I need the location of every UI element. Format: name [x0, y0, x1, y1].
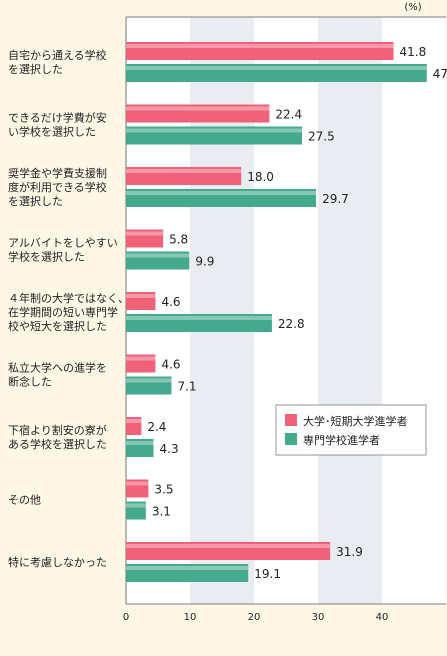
- bar-highlight-university-1: [126, 106, 270, 111]
- bar-university-0: [126, 42, 394, 60]
- value-label-university-0: 41.8: [400, 45, 427, 59]
- category-label-8-0: 特に考慮しなかった: [8, 555, 107, 569]
- bar-highlight-university-3: [126, 231, 164, 236]
- value-label-university-4: 4.6: [161, 295, 180, 309]
- bars: 41.8 47.0 22.4 27.5 18.0 29.7 5.8 9.9 4.6 22.8 4.6…: [126, 42, 447, 582]
- x-tick-label-40: 40: [376, 612, 389, 623]
- bar-university-8: [126, 542, 331, 560]
- value-label-university-1: 22.4: [275, 108, 302, 122]
- category-label-6-1: ある学校を選択した: [8, 437, 107, 451]
- bar-university-7: [126, 479, 149, 498]
- category-label-6-0: 下宿より割安の寮が: [8, 423, 107, 437]
- category-label-5-0: 私立大学への進学を: [8, 361, 107, 375]
- x-tick-label-30: 30: [312, 612, 325, 623]
- bar-vocational-2: [126, 189, 317, 207]
- bar-university-2: [126, 167, 242, 185]
- value-label-university-7: 3.5: [154, 483, 173, 497]
- x-tick-label-20: 20: [248, 612, 261, 623]
- category-labels: 自宅から通える学校を選択したできるだけ学費が安い学校を選択した奨学金や学費支援制…: [8, 48, 129, 569]
- value-label-vocational-0: 47.0: [433, 67, 447, 81]
- legend-box: [275, 404, 427, 456]
- value-label-university-8: 31.9: [336, 545, 363, 559]
- bar-highlight-vocational-2: [126, 191, 317, 195]
- bar-university-3: [126, 229, 164, 248]
- bar-vocational-7: [126, 501, 146, 520]
- bar-vocational-1: [126, 126, 302, 145]
- bar-highlight-vocational-6: [126, 441, 154, 445]
- bar-highlight-university-2: [126, 169, 242, 173]
- category-label-3-0: アルバイトをしやすい: [8, 237, 118, 250]
- bar-highlight-vocational-7: [126, 503, 146, 508]
- bar-highlight-vocational-3: [126, 253, 190, 258]
- bar-university-5: [126, 354, 156, 373]
- legend: 大学･短期大学進学者 専門学校進学者: [275, 404, 427, 456]
- legend-swatch-vocational: [285, 433, 297, 445]
- bar-highlight-university-0: [126, 44, 394, 48]
- value-label-vocational-8: 19.1: [254, 567, 281, 581]
- legend-swatch-university: [285, 414, 297, 426]
- bar-highlight-vocational-4: [126, 316, 272, 320]
- unit-label: (%): [404, 2, 421, 13]
- legend-label-vocational: 専門学校進学者: [303, 433, 380, 447]
- category-label-4-1: 在学期間の短い専門学: [8, 305, 118, 319]
- value-label-university-2: 18.0: [247, 170, 274, 184]
- bar-university-6: [126, 417, 142, 435]
- legend-label-university: 大学･短期大学進学者: [303, 414, 408, 428]
- category-label-0-0: 自宅から通える学校: [8, 48, 107, 62]
- bar-highlight-university-4: [126, 294, 156, 298]
- category-label-1-0: できるだけ学費が安: [8, 111, 107, 125]
- bar-highlight-vocational-5: [126, 378, 172, 383]
- category-label-2-2: を選択した: [8, 194, 63, 208]
- category-label-3-1: 学校を選択した: [8, 250, 85, 264]
- value-label-university-6: 2.4: [147, 420, 166, 434]
- bar-vocational-8: [126, 564, 249, 582]
- grid-band-30-40: [318, 17, 382, 604]
- value-label-university-5: 4.6: [161, 358, 180, 372]
- category-label-4-2: 校や短大を選択した: [8, 319, 107, 333]
- category-label-5-1: 断念した: [8, 375, 52, 389]
- bar-university-4: [126, 292, 156, 310]
- bar-highlight-vocational-8: [126, 566, 249, 570]
- x-axis-ticks: 0 10 20 30 40: [123, 612, 389, 623]
- bar-vocational-5: [126, 376, 172, 395]
- category-label-4-0: ４年制の大学ではなく、: [8, 291, 129, 305]
- value-label-vocational-3: 9.9: [195, 255, 214, 269]
- bar-highlight-vocational-1: [126, 128, 302, 133]
- value-label-vocational-6: 4.3: [160, 442, 179, 456]
- bar-highlight-university-7: [126, 481, 149, 486]
- bar-vocational-6: [126, 439, 154, 457]
- category-label-1-1: い学校を選択した: [8, 125, 96, 139]
- bar-highlight-university-8: [126, 544, 331, 548]
- bar-vocational-4: [126, 314, 272, 332]
- category-label-7-0: その他: [8, 494, 41, 507]
- x-tick-label-10: 10: [184, 612, 197, 623]
- value-label-vocational-7: 3.1: [152, 505, 171, 519]
- category-label-2-1: 度が利用できる学校: [8, 180, 107, 194]
- bar-highlight-university-6: [126, 419, 142, 423]
- category-label-0-1: を選択した: [8, 62, 63, 76]
- value-label-vocational-2: 29.7: [322, 192, 349, 206]
- value-label-vocational-5: 7.1: [177, 380, 196, 394]
- bar-vocational-0: [126, 64, 427, 82]
- bar-vocational-3: [126, 251, 190, 270]
- x-tick-label-0: 0: [123, 612, 129, 623]
- bar-highlight-university-5: [126, 356, 156, 361]
- bar-highlight-vocational-0: [126, 66, 427, 70]
- value-label-vocational-1: 27.5: [308, 130, 335, 144]
- category-label-2-0: 奨学金や学費支援制: [8, 166, 107, 180]
- value-label-vocational-4: 22.8: [278, 317, 305, 331]
- bar-university-1: [126, 104, 270, 123]
- value-label-university-3: 5.8: [169, 233, 188, 247]
